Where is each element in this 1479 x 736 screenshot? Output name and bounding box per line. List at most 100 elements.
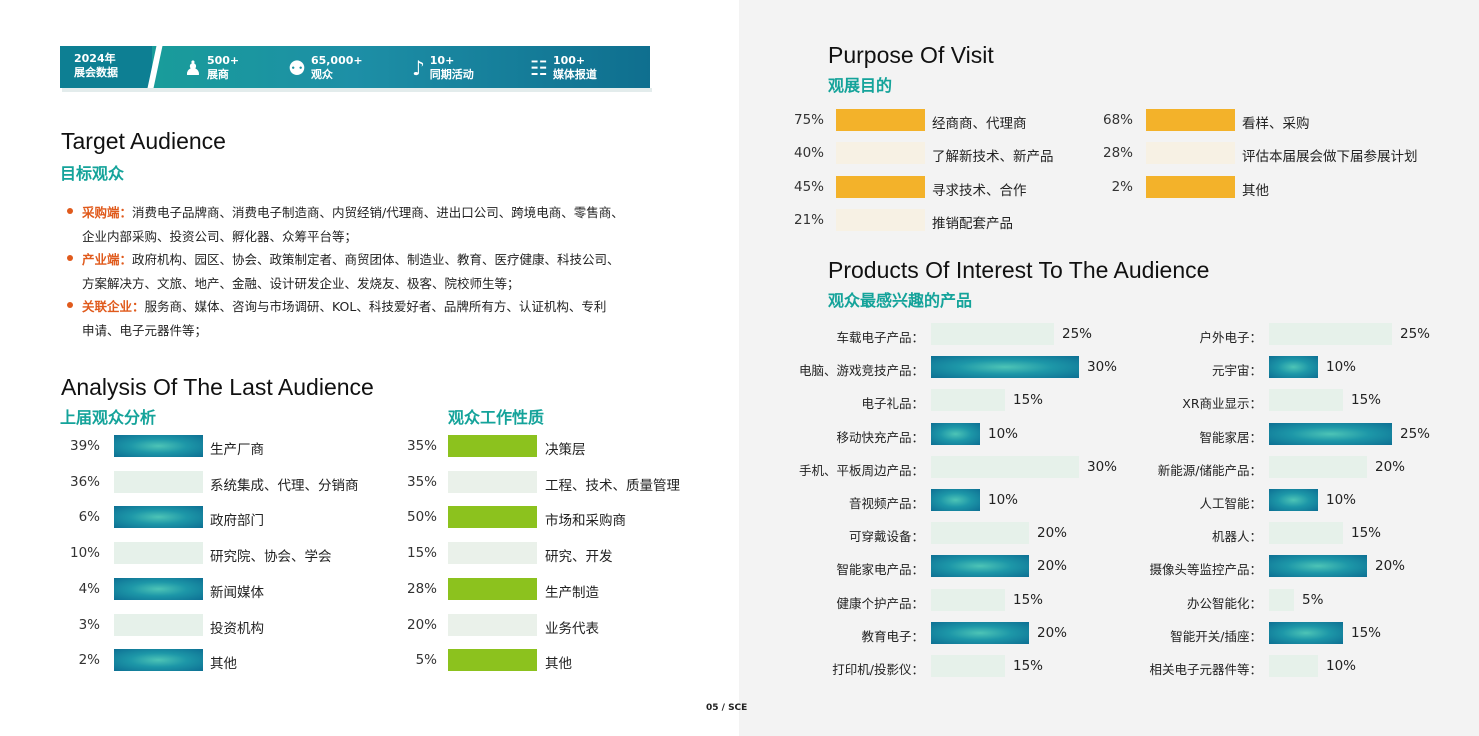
product-bar — [931, 588, 1005, 611]
target-title-cn: 目标观众 — [60, 164, 125, 183]
product-pct: 30% — [1087, 458, 1118, 475]
product-pct: 15% — [1013, 658, 1044, 674]
product-name: 教育电子： — [861, 628, 924, 644]
analysis-label: 生产厂商 — [210, 442, 264, 458]
analysis-pct: 36% — [69, 473, 100, 490]
analysis-bar — [114, 649, 203, 672]
stat-label: 展商 — [206, 68, 229, 81]
work-bar — [448, 470, 537, 493]
analysis-pct: 10% — [69, 545, 100, 562]
products-title-en: Products Of Interest To The Audience — [828, 257, 1210, 283]
product-name: 相关电子元器件等： — [1149, 662, 1262, 677]
purpose-pct: 75% — [793, 112, 824, 128]
stat-value: 100+ — [552, 54, 586, 67]
page-number: 05 / SCE — [706, 703, 748, 713]
product-bar — [931, 389, 1005, 412]
analysis-bar — [114, 613, 203, 636]
purpose-pct: 2% — [1111, 178, 1133, 195]
work-label: 决策层 — [545, 442, 586, 458]
work-pct: 5% — [415, 652, 437, 669]
work-label: 研究、开发 — [545, 549, 613, 566]
right-page: Purpose Of Visit 观展目的 75% 经商商、代理商 40% 了解新技术… — [739, 0, 1479, 736]
work-label: 市场和采购商 — [545, 513, 626, 530]
product-bar — [1269, 356, 1318, 379]
bullet-dot — [67, 208, 73, 214]
product-pct: 10% — [1326, 658, 1357, 674]
audience-icon: ⚉ — [288, 56, 306, 80]
analysis-label: 研究院、协会、学会 — [210, 549, 332, 566]
product-bar — [931, 323, 1054, 345]
products-title-cn: 观众最感兴趣的产品 — [828, 291, 973, 310]
analysis-pct: 2% — [78, 652, 100, 669]
work-pct: 35% — [406, 438, 437, 454]
analysis-bar — [114, 470, 203, 493]
analysis-label: 其他 — [210, 656, 237, 673]
stats-banner: 2024年 展会数据 ♟ 500+ 展商 ⚉ 65,000+ 观众 ♪ 10+ 同期活… — [60, 46, 650, 88]
microphone-icon: ♪ — [412, 56, 425, 80]
purpose-bar — [836, 208, 925, 231]
product-pct: 10% — [988, 425, 1019, 442]
product-bar — [931, 655, 1005, 677]
banner-year-line1: 2024年 — [74, 52, 116, 65]
product-name: 智能家居： — [1199, 429, 1262, 445]
audience-line: 采购端：消费电子品牌商、消费电子制造商、内贸经销/代理商、进出口公司、跨境电商、… — [82, 205, 624, 220]
bullet-dot — [67, 302, 73, 308]
product-name: 手机、平板周边产品： — [798, 462, 924, 478]
target-title-en: Target Audience — [61, 128, 226, 154]
purpose-pct: 45% — [793, 178, 824, 195]
purpose-label: 了解新技术、新产品 — [932, 149, 1054, 166]
product-pct: 15% — [1013, 591, 1044, 608]
audience-line: 方案解决方、文旅、地产、金融、设计研发企业、发烧友、极客、院校师生等； — [82, 276, 520, 291]
product-bar — [1269, 588, 1294, 611]
product-pct: 20% — [1375, 458, 1406, 475]
bullet-dot — [67, 255, 73, 261]
analysis-title-en: Analysis Of The Last Audience — [61, 374, 374, 400]
product-pct: 5% — [1302, 591, 1324, 608]
work-pct: 20% — [406, 616, 437, 633]
work-label: 业务代表 — [545, 620, 599, 637]
product-bar — [931, 422, 980, 445]
product-pct: 15% — [1351, 525, 1382, 542]
purpose-title-en: Purpose Of Visit — [828, 42, 994, 68]
product-pct: 15% — [1351, 392, 1382, 409]
purpose-bar — [1146, 175, 1235, 198]
product-bar — [931, 555, 1029, 578]
banner-shadow — [62, 88, 652, 92]
purpose-pct: 28% — [1102, 145, 1133, 162]
product-name: 车载电子产品： — [836, 330, 924, 345]
work-title-cn: 观众工作性质 — [448, 408, 545, 427]
analysis-label: 投资机构 — [210, 620, 264, 637]
analysis-bar — [114, 435, 203, 457]
product-bar — [931, 621, 1029, 644]
product-name: 移动快充产品： — [836, 429, 924, 445]
work-bar — [448, 613, 537, 636]
product-pct: 10% — [988, 492, 1019, 508]
stat-label: 同期活动 — [429, 68, 474, 81]
product-bar — [1269, 489, 1318, 511]
product-name: 机器人： — [1211, 529, 1262, 545]
product-bar — [1269, 555, 1367, 578]
product-bar — [1269, 621, 1343, 644]
banner-year-line2: 展会数据 — [74, 66, 118, 79]
product-name: 音视频产品： — [848, 496, 924, 511]
product-pct: 25% — [1062, 326, 1093, 342]
product-pct: 25% — [1400, 326, 1431, 342]
purpose-bar — [836, 175, 925, 198]
product-name: 电脑、游戏竞技产品： — [798, 363, 924, 379]
product-pct: 20% — [1375, 558, 1406, 575]
product-pct: 15% — [1351, 624, 1382, 641]
product-name: 人工智能： — [1199, 496, 1262, 511]
product-name: 新能源/储能产品： — [1157, 462, 1262, 478]
stat-value: 65,000+ — [310, 54, 363, 67]
product-name: 户外电子： — [1199, 330, 1262, 345]
product-bar — [931, 455, 1079, 478]
banner-year: 2024年 展会数据 — [60, 46, 152, 88]
product-bar — [1269, 323, 1392, 345]
product-bar — [1269, 655, 1318, 677]
stat-value: 500+ — [206, 54, 240, 67]
audience-line: 关联企业：服务商、媒体、咨询与市场调研、KOL、科技爱好者、品牌所有方、认证机构… — [82, 299, 607, 314]
stat-events: ♪ 10+ 同期活动 — [412, 53, 474, 83]
work-pct: 50% — [406, 509, 437, 526]
news-icon: ☷ — [530, 56, 548, 80]
stat-media: ☷ 100+ 媒体报道 — [530, 53, 597, 83]
